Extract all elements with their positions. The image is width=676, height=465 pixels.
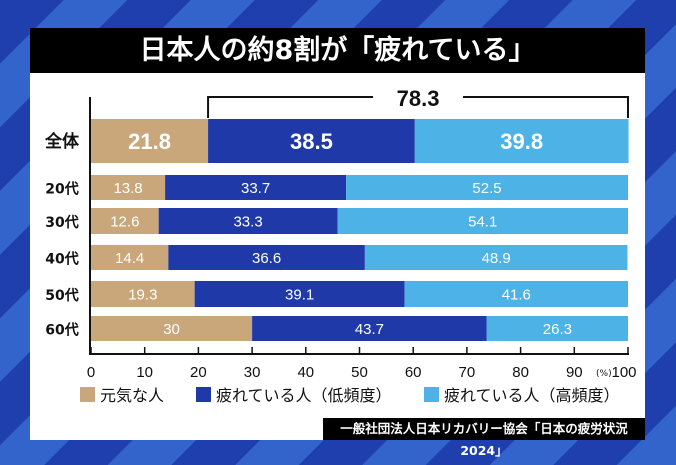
data-label: 54.1 xyxy=(468,214,497,231)
data-label: 48.9 xyxy=(482,250,511,267)
bar-segment xyxy=(337,208,628,234)
bar-segment xyxy=(194,281,405,307)
bar-segment xyxy=(91,281,195,307)
bracket-label-bg xyxy=(373,85,464,109)
x-tick-label: 70 xyxy=(459,364,476,381)
data-label: 38.5 xyxy=(290,129,333,154)
data-label: 30 xyxy=(163,321,180,338)
legend-swatch xyxy=(80,387,95,402)
data-label: 14.4 xyxy=(115,250,144,267)
legend-label: 元気な人 xyxy=(100,386,164,405)
data-label: 19.3 xyxy=(128,287,157,304)
x-tick-label: 0 xyxy=(87,364,95,381)
legend-label: 疲れている人（高頻度） xyxy=(444,386,620,405)
data-label: 39.1 xyxy=(285,287,314,304)
data-label: 13.8 xyxy=(113,180,142,197)
bar-segment xyxy=(486,316,628,341)
category-label: 60代 xyxy=(45,322,78,339)
x-unit-label: (%) xyxy=(596,369,612,379)
data-label: 26.3 xyxy=(543,321,572,338)
category-label: 全体 xyxy=(44,131,80,152)
x-tick-label: 60 xyxy=(405,364,422,381)
bar-segment xyxy=(158,208,338,234)
data-label: 33.7 xyxy=(241,180,270,197)
bar-segment xyxy=(91,316,253,341)
bar-segment xyxy=(364,245,628,270)
bar-segment xyxy=(91,245,169,270)
category-label: 50代 xyxy=(45,287,78,304)
data-label: 52.5 xyxy=(472,180,501,197)
data-label: 21.8 xyxy=(128,129,171,154)
legend-swatch xyxy=(196,387,211,402)
bar-segment xyxy=(252,316,487,341)
x-tick-label: 80 xyxy=(512,364,529,381)
legend-label: 疲れている人（低頻度） xyxy=(216,386,392,405)
chart-title: 日本人の約8割が「疲れている」 xyxy=(30,28,645,73)
data-label: 39.8 xyxy=(500,129,543,154)
bar-segment xyxy=(404,281,628,307)
data-label: 33.3 xyxy=(233,214,262,231)
bar-segment xyxy=(91,175,166,200)
source-caption: 一般社団法人日本リカバリー協会「日本の疲労状況2024」 xyxy=(323,418,645,458)
bar-segment xyxy=(168,245,365,270)
bar-segment xyxy=(346,175,628,200)
x-tick-label: 90 xyxy=(566,364,583,381)
x-tick-label: 30 xyxy=(244,364,261,381)
data-label: 36.6 xyxy=(252,250,281,267)
legend-swatch xyxy=(424,387,439,402)
bar-segment xyxy=(414,119,629,163)
x-tick-label: 40 xyxy=(297,364,314,381)
x-tick-label: 50 xyxy=(351,364,368,381)
bracket-label: 78.3 xyxy=(397,86,440,111)
bar-segment xyxy=(91,208,159,234)
data-label: 12.6 xyxy=(110,214,139,231)
x-tick-label: 10 xyxy=(136,364,153,381)
category-label: 40代 xyxy=(45,251,78,268)
category-label: 20代 xyxy=(45,181,78,198)
bar-segment xyxy=(165,175,347,200)
x-tick-label: 100 xyxy=(611,364,636,381)
data-label: 41.6 xyxy=(502,287,531,304)
category-label: 30代 xyxy=(45,214,78,231)
x-tick-label: 20 xyxy=(190,364,207,381)
bar-segment xyxy=(208,119,415,163)
bar-segment xyxy=(91,119,209,163)
data-label: 43.7 xyxy=(355,321,384,338)
